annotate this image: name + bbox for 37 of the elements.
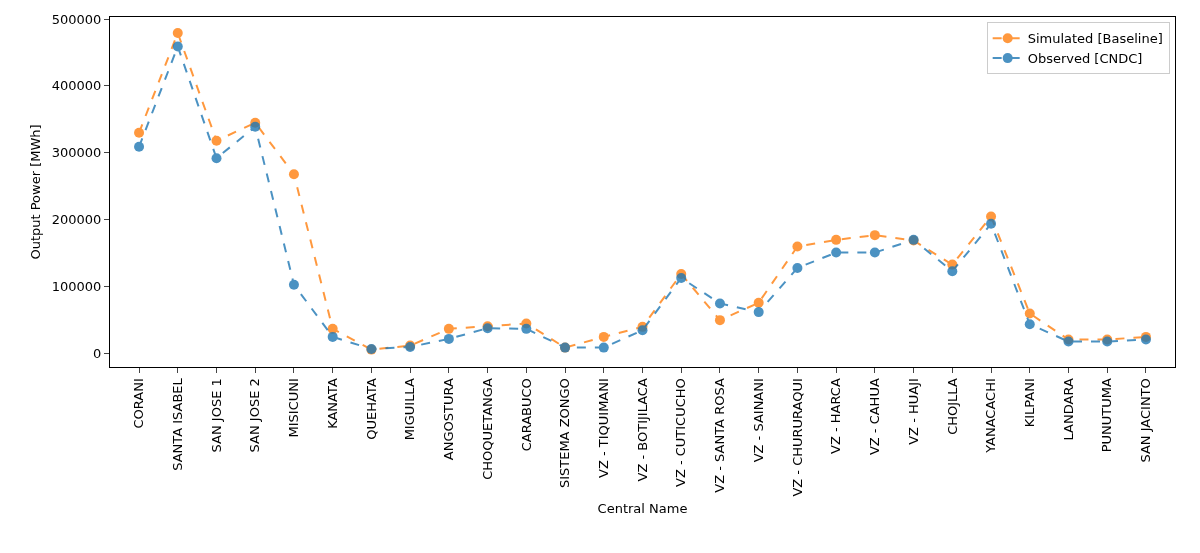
- legend-label: Simulated [Baseline]: [1027, 31, 1163, 47]
- x-tick-label: QUEHATA: [363, 378, 379, 440]
- x-tick-label: SAN JACINTO: [1138, 378, 1154, 463]
- x-tick-label: VZ - CAHUA: [867, 378, 883, 456]
- x-tick-label: SAN JOSE 1: [208, 378, 224, 453]
- x-tick-label: SISTEMA ZONGO: [557, 378, 573, 489]
- y-tick-label: 0: [93, 346, 102, 362]
- x-tick-label: VZ - CUTICUCHO: [673, 378, 689, 488]
- y-axis-title: Output Power [MWh]: [27, 124, 43, 260]
- x-tick-label: KILPANI: [1021, 378, 1037, 428]
- x-tick-label: VZ - HARCA: [828, 378, 844, 454]
- x-tick-label: VZ - HUAJI: [905, 378, 921, 445]
- x-tick-label: CORANI: [131, 378, 147, 429]
- x-tick-label: CHOQUETANGA: [479, 378, 495, 480]
- x-tick-label: YANACACHI: [983, 378, 999, 454]
- x-tick-label: VZ - CHURURAQUI: [789, 378, 805, 497]
- x-tick-label: MISICUNI: [286, 378, 302, 438]
- x-tick-label: VZ - SAINANI: [750, 378, 766, 463]
- x-tick-label: CHOJLLA: [944, 378, 960, 435]
- y-tick-label: 300000: [51, 145, 102, 161]
- x-tick-label: KANATA: [324, 378, 340, 429]
- y-tick-label: 100000: [51, 279, 102, 295]
- x-tick-label: VZ - TIQUIMANI: [595, 378, 611, 478]
- x-tick-label: VZ - SANTA ROSA: [712, 378, 728, 493]
- y-tick-label: 400000: [51, 78, 102, 94]
- legend-label: Observed [CNDC]: [1027, 51, 1143, 67]
- x-tick-label: CARABUCO: [518, 378, 534, 452]
- x-tick-label: SAN JOSE 2: [247, 378, 263, 453]
- y-tick-label: 500000: [51, 11, 102, 27]
- x-tick-label: PUNUTUMA: [1099, 378, 1115, 453]
- x-tick-label: MIGUILLA: [402, 378, 418, 441]
- x-tick-label: SANTA ISABEL: [170, 377, 185, 471]
- x-tick-label: VZ - BOTIJILACA: [634, 378, 650, 482]
- x-axis-title: Central Name: [597, 501, 688, 517]
- x-tick-label: ANGOSTURA: [441, 378, 457, 461]
- x-tick-label: LANDARA: [1060, 378, 1076, 441]
- y-tick-label: 200000: [51, 212, 102, 228]
